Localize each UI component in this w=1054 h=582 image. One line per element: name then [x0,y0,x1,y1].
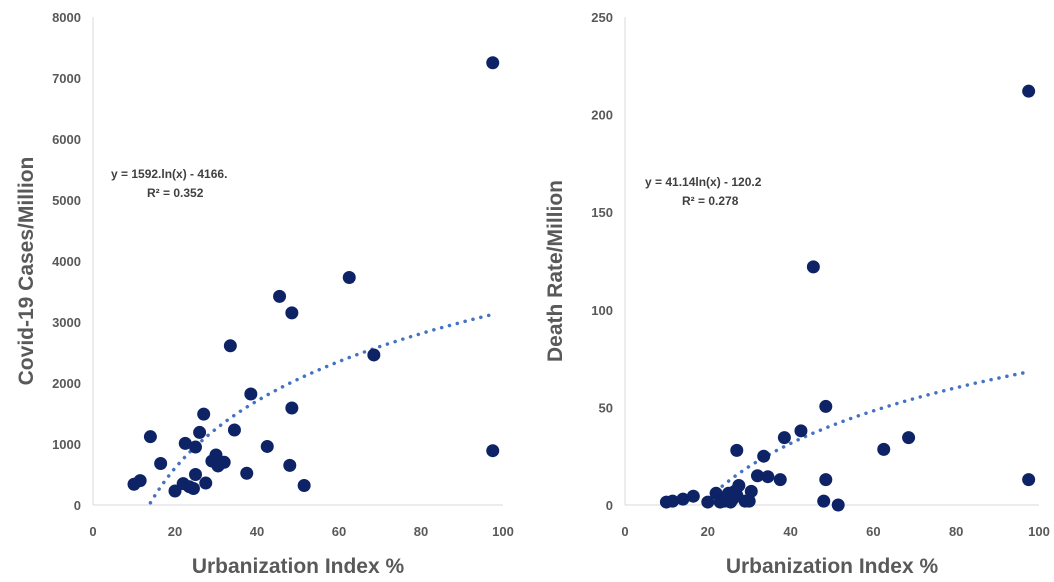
data-point [794,424,808,438]
data-point [819,473,833,487]
data-point [197,407,211,421]
data-point [199,476,213,490]
data-point [283,458,297,472]
data-point [273,289,287,303]
data-point [193,425,207,439]
data-point [186,482,200,496]
cases-chart: 0 1000 2000 3000 4000 5000 6000 7000 8000 0 20 40 60… [0,0,527,578]
x-tick-label: 20 [701,524,715,539]
x-tick-label: 40 [783,524,797,539]
cases-plot-svg: 0 1000 2000 3000 4000 5000 6000 7000 8000 0 20 40 60… [15,10,514,578]
y-tick-label: 200 [591,108,613,123]
x-tick-label: 80 [414,524,428,539]
data-point [217,455,231,469]
data-point [831,498,845,512]
data-point [133,474,147,488]
data-point [877,442,891,456]
x-tick-label: 100 [1028,524,1050,539]
y-axis-title: Death Rate/Million [544,180,567,362]
trendline-equation: y = 41.14ln(x) - 120.2 [645,175,762,189]
data-point [902,431,916,445]
y-tick-label: 5000 [52,193,81,208]
y-tick-label: 8000 [52,10,81,25]
y-tick-label: 100 [591,303,613,318]
data-point [1022,473,1036,487]
data-point [757,449,771,463]
data-point [777,431,791,445]
data-point [732,478,746,492]
data-point [143,430,157,444]
y-tick-label: 50 [599,400,613,415]
data-point [178,436,192,450]
data-point [744,484,758,498]
data-point [342,270,356,284]
y-tick-label: 7000 [52,71,81,86]
data-point [285,401,299,415]
data-point [244,387,258,401]
data-point [285,306,299,320]
data-point [701,495,715,509]
x-tick-label: 0 [621,524,628,539]
x-tick-label: 100 [492,524,514,539]
data-point [761,470,775,484]
y-tick-label: 3000 [52,315,81,330]
trendline-equation: y = 1592.ln(x) - 4166. [111,167,227,181]
data-point [189,440,202,454]
data-point [240,466,254,480]
r-squared-label: R² = 0.278 [682,194,739,208]
data-point [773,473,787,487]
data-point [189,468,202,481]
y-tick-label: 4000 [52,254,81,269]
data-point [486,56,500,70]
x-tick-label: 0 [89,524,96,539]
y-tick-label: 6000 [52,132,81,147]
data-point [223,339,237,353]
death-plot-svg: 0 50 100 150 200 250 0 20 40 60 80 100 Urbanization … [544,10,1050,578]
data-point [750,469,764,483]
y-tick-label: 2000 [52,376,81,391]
trendline [148,312,495,505]
data-point [1022,84,1036,98]
x-tick-label: 60 [332,524,346,539]
y-tick-label: 0 [606,498,613,513]
data-point [260,439,274,453]
x-tick-label: 60 [866,524,880,539]
data-point [686,489,700,503]
y-tick-label: 0 [74,498,81,513]
y-axis-title: Covid-19 Cases/Million [15,157,38,386]
death-rate-chart: 0 50 100 150 200 250 0 20 40 60 80 100 Urbanization … [527,0,1054,578]
data-point [676,492,690,506]
x-tick-label: 40 [250,524,264,539]
data-point [227,423,241,437]
x-axis-title: Urbanization Index % [726,555,939,577]
data-point [297,478,311,492]
data-point [806,260,820,274]
data-point [817,494,831,508]
r-squared-label: R² = 0.352 [147,186,204,200]
x-axis-title: Urbanization Index % [192,555,405,577]
x-tick-label: 80 [949,524,963,539]
y-tick-label: 150 [591,205,613,220]
data-point [730,443,744,457]
data-point [819,399,833,413]
data-point [486,444,500,458]
data-point [367,348,381,362]
data-point [666,494,680,508]
y-tick-label: 1000 [52,437,81,452]
y-tick-label: 250 [591,10,613,25]
x-tick-label: 20 [168,524,182,539]
data-point [742,494,756,508]
data-point [154,457,168,471]
